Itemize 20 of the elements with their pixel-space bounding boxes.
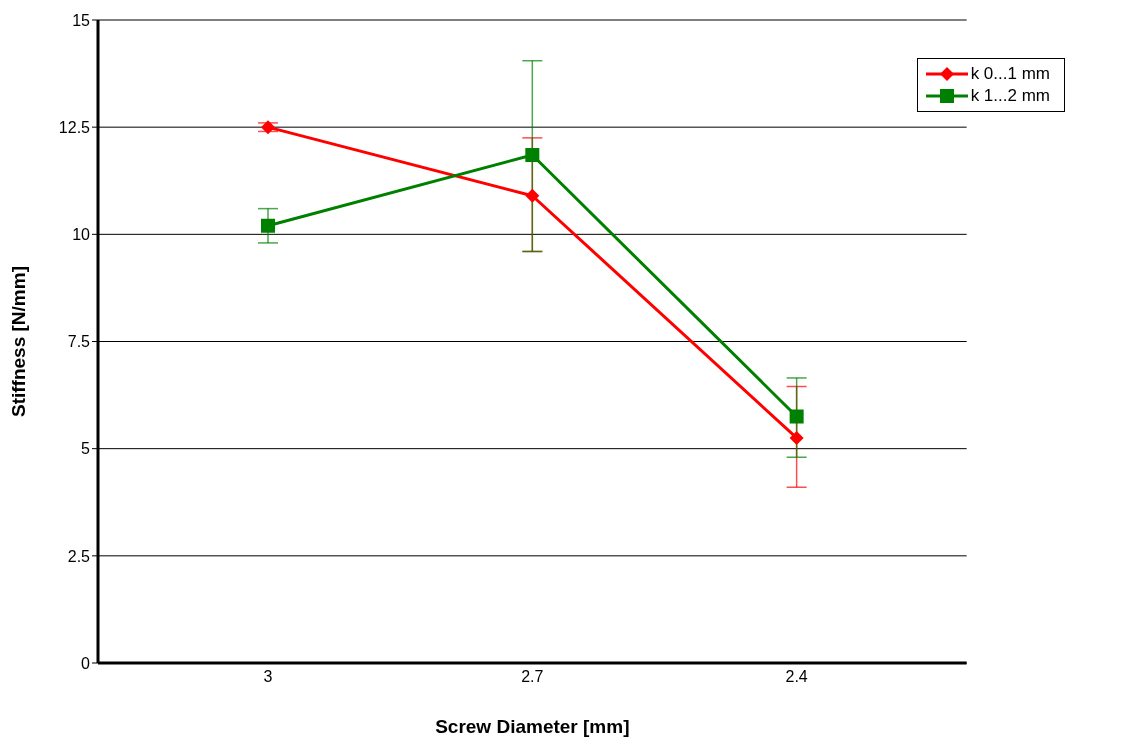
- point: [261, 218, 275, 233]
- y-tick-label: 5: [81, 440, 91, 458]
- point: [525, 148, 540, 163]
- x-tick-label: 2.7: [521, 668, 544, 686]
- legend-label: k 1...2 mm: [970, 85, 1050, 107]
- point: [789, 409, 804, 424]
- point: [261, 120, 275, 135]
- y-tick-label: 0: [81, 654, 91, 672]
- x-tick-label: 3: [263, 668, 273, 686]
- y-tick-label: 10: [72, 226, 91, 244]
- y-tick-label: 7.5: [67, 333, 91, 351]
- point: [789, 430, 804, 445]
- x-axis-title: Screw Diameter [mm]: [435, 716, 630, 737]
- y-axis-title: Stiffness [N/mm]: [7, 266, 29, 417]
- legend-label: k 0...1 mm: [970, 63, 1050, 85]
- point: [525, 188, 540, 203]
- y-tick-label: 12.5: [58, 118, 91, 136]
- x-tick-label: 2.4: [785, 668, 808, 686]
- y-tick-label: 15: [72, 11, 91, 29]
- y-tick-label: 2.5: [67, 547, 91, 565]
